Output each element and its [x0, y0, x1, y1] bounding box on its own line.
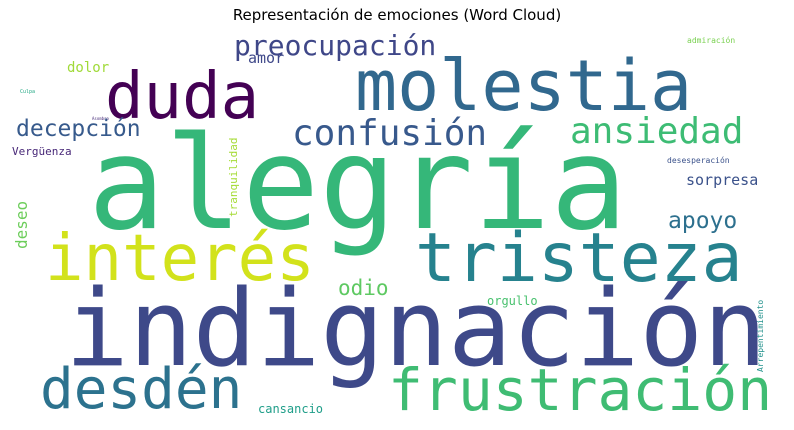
- word-desden: desdén: [40, 357, 243, 422]
- word-cansancio: cansancio: [258, 402, 324, 416]
- word-admiracion: admiración: [687, 36, 736, 45]
- word-molestia: molestia: [355, 45, 693, 127]
- word-preocupacion: preocupación: [234, 29, 437, 62]
- word-deseo: deseo: [12, 200, 31, 249]
- word-apoyo: apoyo: [668, 208, 738, 234]
- word-dolor: dolor: [67, 60, 110, 76]
- word-sorpresa: sorpresa: [686, 171, 759, 189]
- word-desesperacion: desesperación: [667, 156, 730, 165]
- word-amor: amor: [248, 49, 285, 67]
- word-orgullo: orgullo: [487, 294, 538, 308]
- chart-title: Representación de emociones (Word Cloud): [232, 6, 562, 24]
- word-indignacion: indignación: [65, 267, 767, 390]
- word-ansiedad: ansiedad: [570, 111, 744, 152]
- word-asombro: Asombro: [92, 116, 109, 121]
- word-decepcion: decepción: [16, 116, 141, 142]
- word-odio: odio: [338, 276, 389, 300]
- word-arrepentimiento: Arrepentimiento: [756, 299, 765, 372]
- word-verguenza: Vergüenza: [12, 145, 72, 158]
- word-interes: interés: [45, 222, 315, 296]
- word-frustracion: frustración: [388, 356, 773, 424]
- word-tranquilidad: tranquilidad: [227, 137, 240, 217]
- word-alegria: alegría: [88, 110, 628, 259]
- word-confusion: confusión: [292, 113, 488, 154]
- word-duda: duda: [105, 60, 260, 134]
- word-tristeza: tristeza: [415, 219, 743, 298]
- word-cloud: alegría indignación molestia tristeza interé…: [10, 29, 784, 424]
- word-culpa: Culpa: [20, 89, 36, 95]
